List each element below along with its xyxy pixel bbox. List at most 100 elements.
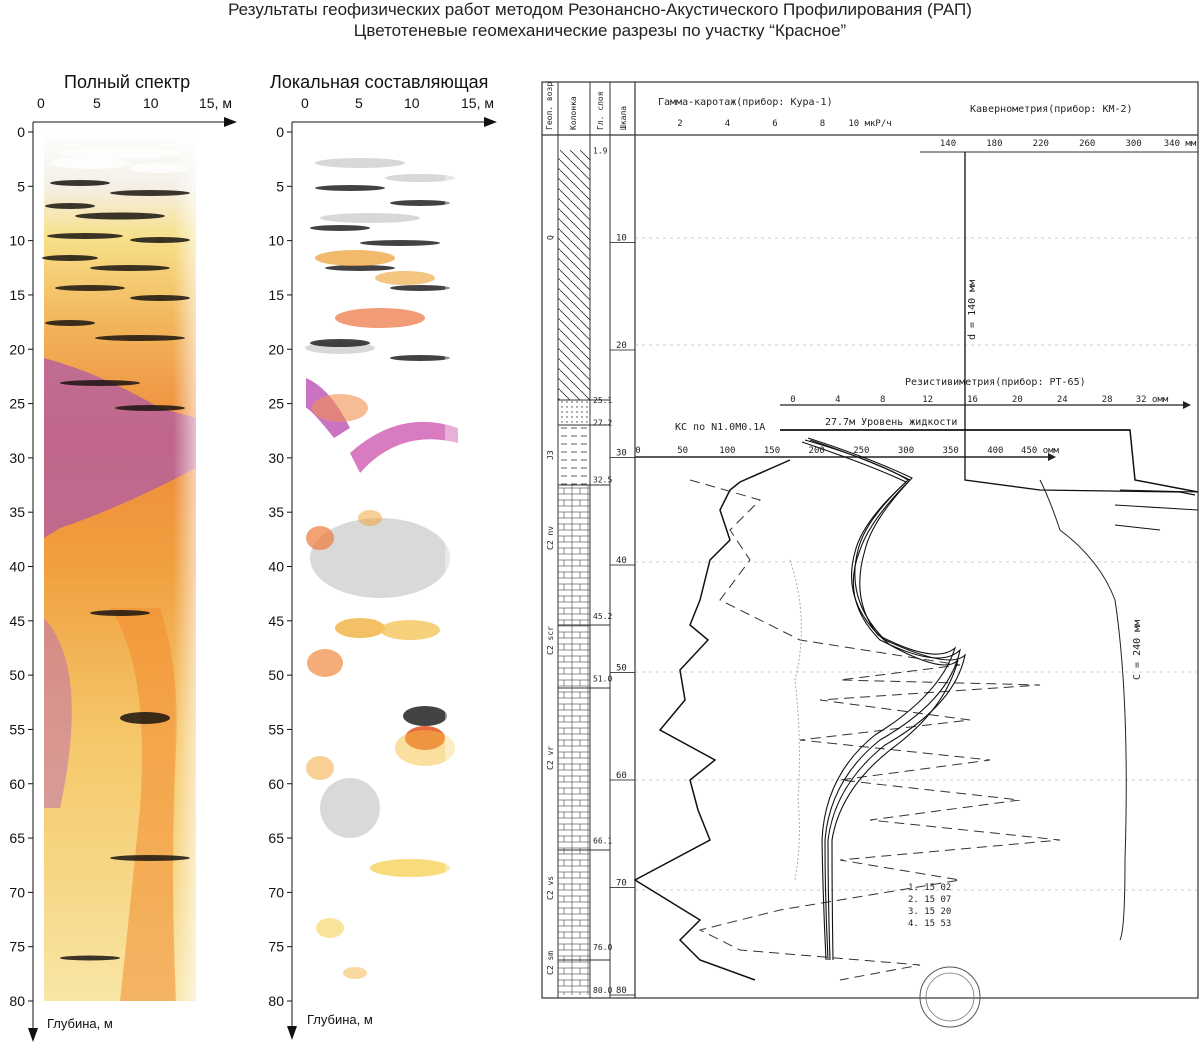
col-header-column: Колонка [569,96,578,130]
col-header-layer: Гл. слоя [596,91,605,130]
panel-title-full-spectrum: Полный спектр [64,72,191,92]
scale-tick-label: 0 [790,395,795,405]
depth-scale-label: 60 [616,771,627,781]
depth-scale-label: 40 [616,556,627,566]
age-label: C2 vs [546,876,555,900]
layer-depth-label: 66.1 [593,837,612,846]
scale-tick-label: 100 [719,446,735,456]
y-tick: 50 [9,667,25,683]
y-tick: 75 [268,939,284,955]
scale-tick-label: 8 [880,395,885,405]
age-label: C2 sm [546,951,555,975]
annot-c: C = 240 мм [1132,620,1143,680]
y-tick: 25 [9,396,25,412]
scale-tick-label: 260 [1079,139,1095,149]
y-tick: 15 [268,287,284,303]
legend-entry: 2. 15 07 [908,895,951,905]
y-tick: 30 [9,450,25,466]
age-label: C2 scr [546,626,555,655]
y-tick: 20 [9,341,25,357]
age-label: C2 vr [546,746,555,770]
scale-tick-label: 400 [987,446,1003,456]
gamma-title: Гамма-каротаж(прибор: Кура-1) [658,96,833,108]
y-tick: 40 [268,559,284,575]
x-tick: 10 [143,95,159,111]
layer-depth-label: 76.0 [593,943,612,952]
y-axis-label: Глубина, м [47,1016,113,1031]
y-tick: 5 [276,178,284,194]
y-tick: 15 [9,287,25,303]
scale-tick-label: 0 [635,446,640,456]
layer-depth-label: 51.0 [593,674,612,683]
x-tick: 10 [404,95,420,111]
legend-entry: 1. 15 02 [908,883,951,893]
age-label: J3 [546,450,555,460]
scale-tick-label: 16 [967,395,978,405]
y-tick: 60 [268,776,284,792]
layer-depth-label: 25.1 [593,396,612,405]
scale-tick-label: 50 [677,446,688,456]
scale-tick-label: 300 [1125,139,1141,149]
y-tick: 30 [268,450,284,466]
lithology-column [558,150,590,995]
layer-depth-label: 80.0 [593,986,612,995]
scale-tick-label: 340 мм [1164,139,1197,149]
annot-diameter: d = 140 мм [967,280,978,340]
y-tick: 55 [268,721,284,737]
scale-tick-label: 140 [940,139,956,149]
y-tick: 5 [17,178,25,194]
page-subtitle: Цветотеневые геомеханические разрезы по … [353,21,847,40]
y-tick: 65 [268,830,284,846]
x-tick: 5 [93,95,101,111]
col-header-scale: Шкала [619,106,628,130]
y-tick: 60 [9,776,25,792]
y-tick: 80 [9,993,25,1009]
depth-scale-label: 30 [616,449,627,459]
scale-tick-label: 10 мкР/ч [848,119,891,129]
well-log-chart: Геол. возр. Колонка Гл. слоя Шкала [541,80,1199,1028]
layer-depth-label: 27.2 [593,418,612,427]
x-tick: 0 [37,95,45,111]
full-spectrum-section: 0 5 10 15 20 25 30 35 40 45 50 55 60 65 70 75 80 [9,117,237,1042]
scale-tick-label: 150 [764,446,780,456]
scale-tick-label: 12 [922,395,933,405]
y-tick: 65 [9,830,25,846]
scale-tick-label: 28 [1102,395,1113,405]
scale-tick-label: 8 [820,119,825,129]
col-header-age: Геол. возр. [545,80,554,130]
legend-entry: 3. 15 20 [908,907,951,917]
scale-tick-label: 300 [898,446,914,456]
resistivity-title: Резистивиметрия(прибор: PT-65) [905,376,1086,388]
y-tick: 50 [268,667,284,683]
x-tick: 5 [355,95,363,111]
y-tick: 40 [9,559,25,575]
y-tick: 0 [17,124,25,140]
x-tick: 0 [301,95,309,111]
layer-depth-label: 45.2 [593,612,612,621]
y-tick: 10 [268,233,284,249]
water-level-label: 27.7м Уровень жидкости [825,417,957,428]
scale-tick-label: 220 [1033,139,1049,149]
depth-scale-label: 80 [616,986,627,996]
scale-tick-label: 6 [772,119,777,129]
depth-scale-label: 50 [616,664,627,674]
scale-tick-label: 4 [725,119,730,129]
scale-tick-label: 4 [835,395,840,405]
scale-tick-label: 250 [853,446,869,456]
x-tick: 15, м [461,95,494,111]
y-tick: 45 [268,613,284,629]
ks-title: КС по N1.0M0.1A [675,422,765,433]
depth-scale-label: 10 [616,234,627,244]
y-tick: 75 [9,939,25,955]
page-title: Результаты геофизических работ методом Р… [228,0,972,19]
scale-tick-label: 200 [809,446,825,456]
scale-tick-label: 32 омм [1136,395,1169,405]
y-tick: 25 [268,396,284,412]
legend-entry: 4. 15 53 [908,919,951,929]
age-label: C2 nv [546,526,555,550]
x-tick: 15, м [199,95,232,111]
y-tick: 0 [276,124,284,140]
layer-depth-label: 32.5 [593,475,612,484]
scale-tick-label: 450 омм [1021,446,1060,456]
scale-tick-label: 20 [1012,395,1023,405]
